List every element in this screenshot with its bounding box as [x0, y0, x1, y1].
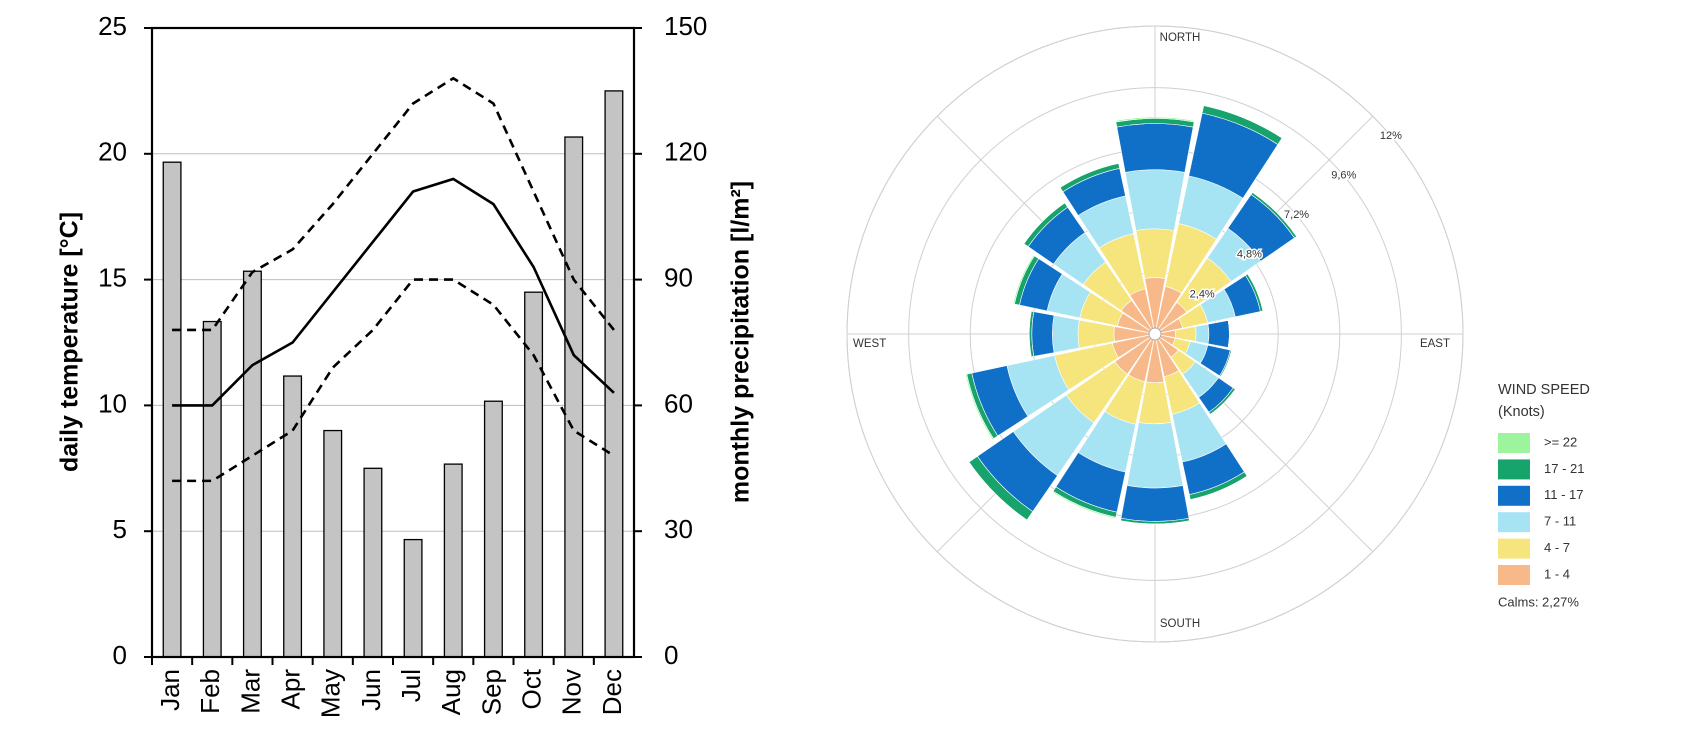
wind-segment [1247, 273, 1264, 312]
direction-label: SOUTH [1160, 618, 1200, 630]
line [172, 76, 615, 332]
direction-label: EAST [1420, 338, 1450, 350]
x-tick-label: Feb [195, 669, 225, 714]
wind-segment [968, 461, 1028, 521]
ring-label: 7,2% [1284, 209, 1309, 221]
legend-label: 4 - 7 [1544, 540, 1570, 555]
direction-label: NORTH [1160, 32, 1201, 44]
y2-tick-label: 120 [664, 137, 707, 167]
x-tick-label: Aug [436, 669, 466, 715]
ring-label: 2,4% [1190, 288, 1215, 300]
legend-swatch [1498, 459, 1530, 480]
wind-segment [1052, 315, 1080, 353]
wind-segment [1195, 323, 1210, 345]
legend-subtitle: (Knots) [1498, 404, 1545, 420]
y-tick-label: 15 [98, 262, 127, 292]
direction-label: WEST [853, 338, 886, 350]
y-tick-label: 20 [98, 137, 127, 167]
wind-segment [1031, 311, 1055, 357]
x-tick-label: Oct [516, 668, 546, 709]
wind-segment [1124, 169, 1186, 231]
wind-rose: 2,4% 4,8% 7,2% 9,6% 12% NORTH EAST SOUTH WEST >= … [846, 25, 1584, 643]
legend-label: 1 - 4 [1544, 566, 1570, 581]
x-tick-label: Jan [155, 669, 185, 711]
wind-segment [1126, 421, 1184, 489]
wind-segment [1207, 320, 1230, 348]
y-tick-label: 0 [113, 640, 127, 670]
legend-swatch [1498, 485, 1530, 506]
y-tick-label: 25 [98, 11, 127, 41]
x-tick-label: May [316, 669, 346, 718]
y-tick-label: 5 [113, 514, 127, 544]
wind-segment [1029, 311, 1032, 357]
line [172, 278, 615, 483]
legend-label: 17 - 21 [1544, 461, 1584, 476]
wind-segment [1115, 116, 1195, 123]
ring-label: 4,8% [1237, 249, 1262, 261]
bar [323, 429, 343, 658]
x-tick-label: Mar [235, 669, 265, 714]
legend-swatch [1498, 512, 1530, 533]
x-tick-label: Jul [396, 669, 426, 702]
legend-swatch [1498, 538, 1530, 559]
wind-segment [1116, 123, 1194, 173]
y2-tick-label: 90 [664, 262, 693, 292]
y2-tick-label: 150 [664, 11, 707, 41]
wind-segment [965, 373, 994, 440]
bar [162, 161, 182, 658]
y-tick-label: 10 [98, 388, 127, 418]
wind-segment [1023, 202, 1065, 244]
x-tick-label: Apr [275, 669, 305, 710]
legend-swatch [1498, 565, 1530, 585]
bar [363, 467, 383, 658]
legend-label: 11 - 17 [1544, 487, 1584, 502]
y2-tick-label: 30 [664, 514, 693, 544]
bar [403, 538, 423, 658]
wind-segment [1051, 490, 1117, 519]
legend-label: >= 22 [1544, 434, 1577, 449]
bar [564, 136, 584, 658]
bar [483, 400, 503, 658]
calms-note: Calms: 2,27% [1498, 594, 1579, 609]
x-tick-label: Jun [356, 669, 386, 711]
legend-label: 7 - 11 [1544, 514, 1576, 529]
bar [283, 375, 303, 658]
line [172, 177, 615, 407]
bar [202, 320, 222, 658]
x-tick-label: Dec [597, 669, 627, 715]
wind-segment [1059, 163, 1119, 188]
y-axis-title: daily temperature [°C] [56, 212, 84, 472]
y2-tick-label: 0 [664, 640, 678, 670]
y2-axis-title: monthly precipitation [l/m²] [727, 181, 755, 503]
ring-label: 9,6% [1331, 170, 1356, 182]
bar [604, 90, 624, 658]
x-tick-label: Nov [557, 669, 587, 715]
wind-segment [1120, 485, 1190, 522]
x-tick-label: Sep [476, 669, 506, 715]
bar [443, 463, 463, 658]
calm-center [1148, 327, 1162, 341]
y2-tick-label: 60 [664, 388, 693, 418]
ring-label: 12% [1380, 130, 1402, 142]
plot-frame [150, 26, 636, 659]
legend-title: WIND SPEED [1498, 382, 1590, 398]
legend-swatch [1498, 433, 1530, 453]
bar [242, 270, 262, 658]
wind-segment [1012, 254, 1035, 305]
